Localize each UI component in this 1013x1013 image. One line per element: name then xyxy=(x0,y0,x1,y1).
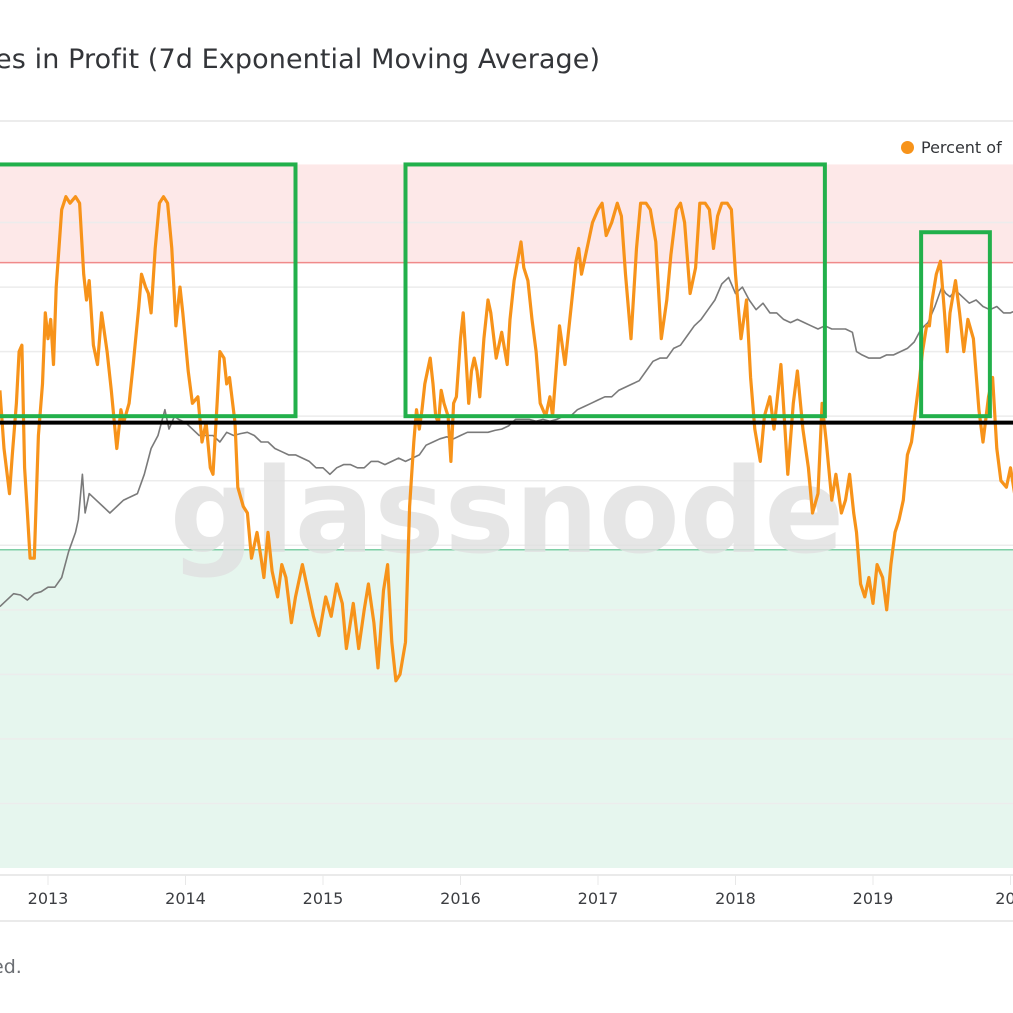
legend[interactable]: Percent of xyxy=(901,138,1002,157)
x-tick-label: 2016 xyxy=(440,889,481,908)
x-axis: 2013 2014 2015 2016 2017 2018 2019 202 xyxy=(0,874,1013,922)
x-tick-label: 2018 xyxy=(715,889,756,908)
annotation-box xyxy=(403,162,827,419)
percent-in-profit-line xyxy=(0,195,1013,683)
x-tick-label: 2014 xyxy=(165,889,206,908)
bands xyxy=(0,164,1013,868)
chart-title: esses in Profit (7d Exponential Moving A… xyxy=(0,44,601,75)
x-tick-label: 2015 xyxy=(303,889,344,908)
annotation-boxes xyxy=(0,162,992,419)
red-zone-band xyxy=(0,164,1013,263)
x-tick-label: 2017 xyxy=(578,889,619,908)
x-tick-label: 2019 xyxy=(853,889,894,908)
legend-label: Percent of xyxy=(921,138,1002,157)
header-divider xyxy=(0,120,1013,122)
annotation-box xyxy=(919,230,992,419)
annotation-box xyxy=(0,162,298,419)
watermark: glassnode xyxy=(170,442,845,580)
x-tick-label: 202 xyxy=(995,889,1013,908)
footer-note: ed. xyxy=(0,956,22,978)
green-zone-band xyxy=(0,549,1013,868)
legend-dot-icon xyxy=(901,141,914,154)
x-tick-label: 2013 xyxy=(28,889,69,908)
